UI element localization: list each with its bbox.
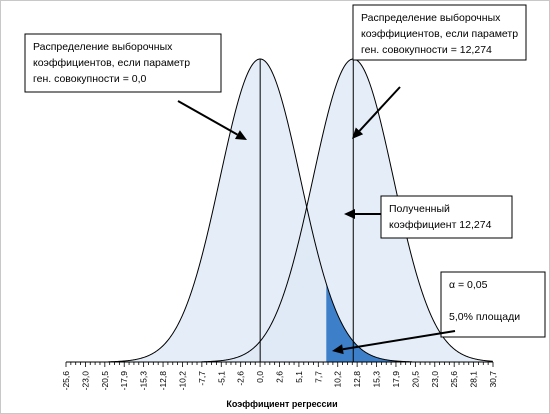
x-tick-label: -20,5 bbox=[100, 371, 110, 391]
callout-obs: Полученный коэффициент 12,274 bbox=[380, 195, 513, 239]
x-axis: -25,6 -23,0 -20,5 -17,9 -15,3 -12,8 -10,2 -7,7-… bbox=[61, 361, 498, 391]
x-tick-label: 10,2 bbox=[333, 371, 343, 388]
x-tick-label: 0,0 bbox=[255, 371, 265, 383]
callout-box bbox=[440, 271, 546, 338]
x-tick-label: -15,3 bbox=[139, 371, 149, 391]
x-tick-label: -12,8 bbox=[158, 371, 168, 391]
curve-line-1 bbox=[201, 58, 493, 363]
callout-arrowhead bbox=[234, 130, 247, 140]
callout-box bbox=[352, 4, 527, 61]
x-tick-label: 30,7 bbox=[488, 371, 498, 388]
callout-text-line: коэффициентов, если параметр bbox=[33, 57, 190, 69]
x-tick-label: 23,0 bbox=[430, 371, 440, 388]
x-tick-label: 25,6 bbox=[449, 371, 459, 388]
x-tick-label: 2,6 bbox=[275, 371, 285, 383]
x-tick-label: 12,8 bbox=[352, 371, 362, 388]
x-tick-label: -2,6 bbox=[236, 371, 246, 386]
x-tick-label: -5,1 bbox=[216, 371, 226, 386]
callout-text-line: ген. совокупности = 0,0 bbox=[33, 73, 147, 85]
x-tick-label: 17,9 bbox=[391, 371, 401, 388]
x-tick-label: -17,9 bbox=[119, 371, 129, 391]
alpha-region bbox=[326, 283, 428, 362]
x-tick-label: 28,1 bbox=[469, 371, 479, 388]
callout-arrow bbox=[358, 86, 401, 132]
callout-text-line: коэффициент 12,274 bbox=[389, 219, 492, 231]
callout-text-line: Распределение выборочных bbox=[361, 12, 501, 24]
callout-right: Распределение выборочных коэффициентов, е… bbox=[352, 4, 527, 61]
callout-text-line: α = 0,05 bbox=[449, 279, 488, 291]
callout-text-line: 5,0% площади bbox=[449, 311, 520, 323]
callout-alpha: α = 0,05 5,0% площади bbox=[440, 271, 546, 338]
callout-text-line: Полученный bbox=[389, 203, 450, 215]
x-tick-label: -23,0 bbox=[80, 371, 90, 391]
annotations: Распределение выборочных коэффициентов, е… bbox=[24, 4, 546, 355]
callout-box bbox=[380, 195, 513, 239]
x-tick-label: -10,2 bbox=[177, 371, 187, 391]
x-tick-label: 7,7 bbox=[313, 371, 323, 383]
callout-arrowhead bbox=[352, 127, 364, 139]
x-axis-title: Коэффициент регрессии bbox=[226, 399, 337, 409]
callout-text-line: коэффициентов, если параметр bbox=[361, 28, 518, 40]
callout-text-line: Распределение выборочных bbox=[33, 41, 173, 53]
callout-left: Распределение выборочных коэффициентов, е… bbox=[24, 33, 222, 93]
x-tick-label: -7,7 bbox=[197, 371, 207, 386]
x-tick-label: 5,1 bbox=[294, 371, 304, 383]
callout-text-line: ген. совокупности = 12,274 bbox=[361, 44, 492, 56]
x-tick-label: 20,5 bbox=[410, 371, 420, 388]
x-tick-label: 15,3 bbox=[372, 371, 382, 388]
x-tick-label: -25,6 bbox=[61, 371, 71, 391]
callout-arrowhead bbox=[332, 344, 344, 355]
callout-arrow bbox=[342, 330, 456, 351]
callout-arrowhead bbox=[344, 209, 355, 219]
callout-box bbox=[24, 33, 222, 93]
callout-arrow bbox=[177, 100, 238, 136]
